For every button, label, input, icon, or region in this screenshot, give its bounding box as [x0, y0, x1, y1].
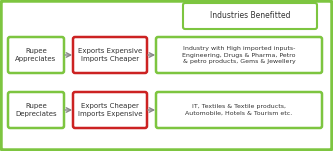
Text: IT, Textiles & Textile products,
Automobile, Hotels & Tourism etc.: IT, Textiles & Textile products, Automob… [185, 104, 293, 116]
Text: Rupee
Appreciates: Rupee Appreciates [15, 48, 57, 62]
FancyBboxPatch shape [183, 3, 317, 29]
Text: Exports Cheaper
Imports Expensive: Exports Cheaper Imports Expensive [78, 103, 142, 117]
Text: Industry with High imported inputs-
Engineering, Drugs & Pharma, Petro
& petro p: Industry with High imported inputs- Engi… [182, 46, 296, 64]
FancyBboxPatch shape [8, 92, 64, 128]
Text: Rupee
Depreciates: Rupee Depreciates [15, 103, 57, 117]
Text: Industries Benefitted: Industries Benefitted [210, 11, 290, 21]
FancyBboxPatch shape [156, 92, 322, 128]
FancyBboxPatch shape [73, 37, 147, 73]
Text: Exports Expensive
Imports Cheaper: Exports Expensive Imports Cheaper [78, 48, 142, 62]
FancyBboxPatch shape [156, 37, 322, 73]
FancyBboxPatch shape [73, 92, 147, 128]
FancyBboxPatch shape [8, 37, 64, 73]
